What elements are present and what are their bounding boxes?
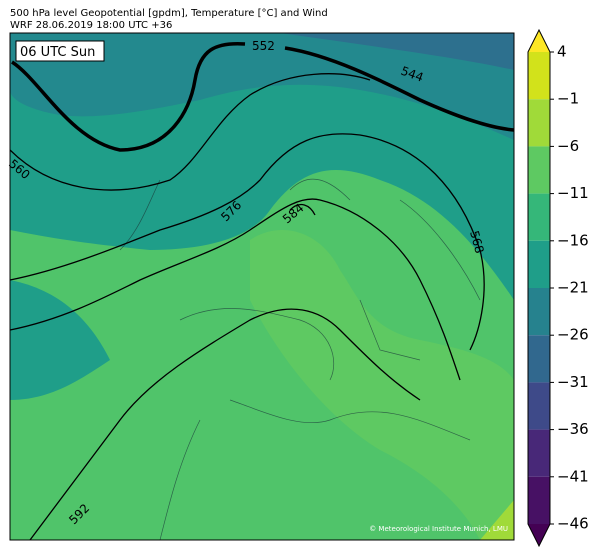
colorbar-band — [528, 382, 550, 430]
time-label-box — [15, 40, 105, 62]
colorbar-tick-label: −36 — [557, 420, 589, 438]
colorbar-tick-label: −21 — [557, 279, 589, 297]
colorbar-tick-label: −46 — [557, 515, 589, 533]
contour-label: 552 — [252, 39, 275, 53]
temp-region — [280, 33, 514, 70]
contour-552 — [11, 41, 246, 152]
contour-592 — [29, 308, 421, 540]
contour-584 — [289, 203, 316, 216]
colorbar-band — [528, 429, 550, 477]
colorbar: 4 −1 −6 −11 −16 −21 −26 −31 −36 −41 −46 — [527, 28, 589, 548]
temp-region — [10, 280, 110, 400]
coastline — [119, 178, 481, 540]
colorbar-tick-label: −16 — [557, 231, 589, 249]
colorbar-band — [528, 193, 550, 241]
contour-568 — [10, 133, 485, 351]
map: 06 UTC Sun 552 544 560 576 584 568 592 ©… — [6, 32, 515, 541]
colorbar-band — [528, 146, 550, 194]
title-line-2: WRF 28.06.2019 18:00 UTC +36 — [10, 20, 172, 31]
colorbar-tick-label: −26 — [557, 326, 589, 344]
contour-544 — [284, 46, 514, 132]
colorbar-tick-label: −1 — [557, 90, 579, 108]
colorbar-tick-label: −6 — [557, 137, 579, 155]
temp-region — [480, 500, 514, 540]
colorbar-band — [528, 99, 550, 147]
contour-560 — [10, 73, 371, 191]
temp-region — [250, 230, 514, 540]
temp-region — [10, 33, 514, 140]
colorbar-tick-label: −11 — [557, 184, 589, 202]
title-line-1: 500 hPa level Geopotential [gpdm], Tempe… — [10, 8, 328, 19]
colorbar-band — [528, 52, 550, 100]
colorbar-tick-label: −41 — [557, 467, 589, 485]
contour-label: 568 — [467, 229, 486, 255]
colorbar-over — [528, 30, 550, 52]
colorbar-band — [528, 476, 550, 524]
time-label: 06 UTC Sun — [20, 45, 95, 60]
copyright: © Meteorological Institute Munich, LMU — [369, 525, 508, 533]
contour-576 — [10, 198, 461, 381]
colorbar-band — [528, 240, 550, 288]
colorbar-tick-label: −31 — [557, 373, 589, 391]
colorbar-band — [528, 335, 550, 383]
map-frame — [9, 32, 515, 541]
colorbar-under — [528, 524, 550, 546]
colorbar-band — [528, 288, 550, 336]
colorbar-tick-label: 4 — [557, 43, 567, 61]
